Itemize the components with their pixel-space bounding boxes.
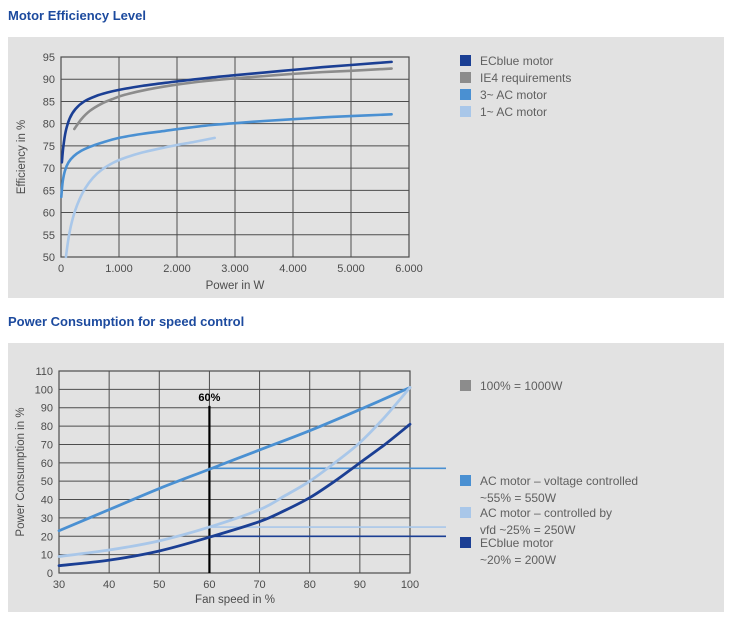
plot-border [60, 56, 410, 258]
legend-item-100-percent: 100% = 1000W [460, 378, 562, 395]
series-curve [59, 113, 393, 199]
y-tick-label: 55 [43, 230, 55, 242]
legend-swatch-icon [460, 380, 471, 391]
legend-swatch-icon [460, 507, 471, 518]
y-tick-label: 70 [41, 439, 53, 451]
chart1-panel: 0 1.000 2.000 3.000 4.000 5.000 6.000 50 55 60 65 7… [8, 37, 724, 298]
legend-swatch-icon [460, 475, 471, 486]
y-tick-label: 40 [41, 495, 53, 507]
legend-label: AC motor – controlled by [480, 506, 613, 520]
x-tick-label: 4.000 [279, 263, 307, 275]
y-tick-label: 50 [43, 252, 55, 264]
y-tick-label: 85 [43, 96, 55, 108]
legend-swatch-icon [460, 72, 471, 83]
x-tick-label: 2.000 [163, 263, 191, 275]
legend-swatch-icon [460, 89, 471, 100]
legend-item-1ac-motor: 1~ AC motor [460, 104, 571, 119]
x-tick-label: 3.000 [221, 263, 249, 275]
chart1-title: Motor Efficiency Level [8, 8, 146, 23]
legend-sublabel: ~20% = 200W [480, 553, 557, 567]
legend-item-ecblue-motor: ECblue motor [460, 53, 571, 68]
x-tick-label: 80 [304, 579, 316, 591]
legend-label: 1~ AC motor [480, 104, 548, 119]
series-curve [57, 422, 412, 568]
y-tick-label: 80 [43, 119, 55, 131]
x-tick-label: 0 [58, 263, 64, 275]
x-tick-label: 30 [53, 579, 65, 591]
x-tick-label: 60 [203, 579, 215, 591]
legend-item-ac-vfd-controlled: AC motor – controlled by vfd ~25% = 250W [460, 505, 612, 539]
y-tick-label: 30 [41, 513, 53, 525]
y-tick-label: 60 [41, 458, 53, 470]
x-tick-label: 70 [253, 579, 265, 591]
y-tick-label: 90 [43, 74, 55, 86]
y-tick-label: 65 [43, 185, 55, 197]
legend-sublabel: ~55% = 550W [480, 491, 557, 505]
y-tick-label: 95 [43, 52, 55, 64]
legend-swatch-icon [460, 55, 471, 66]
y-tick-label: 0 [47, 568, 53, 580]
series-curve [73, 67, 393, 131]
legend-item-ac-voltage-controlled: AC motor – voltage controlled ~55% = 550… [460, 473, 638, 507]
chart1-legend: ECblue motor IE4 requirements 3~ AC moto… [460, 53, 572, 119]
legend-sublabel: vfd ~25% = 250W [480, 523, 576, 537]
chart1-x-axis-label: Power in W [205, 280, 265, 292]
x-tick-label: 50 [153, 579, 165, 591]
x-tick-label: 6.000 [395, 263, 423, 275]
series-curve [57, 386, 412, 558]
y-tick-label: 100 [35, 384, 53, 396]
y-tick-label: 20 [41, 531, 53, 543]
chart2-title: Power Consumption for speed control [8, 314, 245, 329]
chart1-y-axis-label: Efficiency in % [16, 119, 28, 195]
y-tick-label: 90 [41, 403, 53, 415]
chart2-plot: 30 40 50 60 70 80 90 100 0 10 20 30 40 50 60 70 80 90 100 1… [35, 366, 446, 591]
x-tick-label: 100 [401, 579, 419, 591]
legend-label: AC motor – voltage controlled [480, 474, 639, 488]
legend-swatch-icon [460, 537, 471, 548]
x-tick-label: 90 [354, 579, 366, 591]
legend-item-ecblue-motor: ECblue motor ~20% = 200W [460, 535, 556, 569]
series-curve [60, 60, 393, 164]
legend-item-ie4-requirements: IE4 requirements [460, 70, 572, 85]
series-curve [64, 136, 216, 259]
chart2-y-axis-label: Power Consumption in % [15, 407, 27, 537]
series-curve [57, 386, 412, 533]
legend-item-3ac-motor: 3~ AC motor [460, 87, 571, 102]
y-tick-label: 110 [35, 366, 53, 378]
y-tick-label: 10 [41, 550, 53, 562]
y-tick-label: 70 [43, 163, 55, 175]
x-tick-label: 40 [103, 579, 115, 591]
chart2-panel: 30 40 50 60 70 80 90 100 0 10 20 30 40 50 60 70 80 90 100 1… [8, 343, 724, 612]
legend-label: IE4 requirements [480, 70, 572, 85]
plot-border [58, 370, 411, 574]
legend-label: 100% = 1000W [480, 379, 563, 393]
legend-swatch-icon [460, 106, 471, 117]
y-tick-label: 80 [41, 421, 53, 433]
x-tick-label: 1.000 [105, 263, 133, 275]
legend-label: ECblue motor [480, 53, 554, 68]
chart1-plot: 0 1.000 2.000 3.000 4.000 5.000 6.000 50 55 60 65 7… [43, 52, 423, 275]
y-tick-label: 50 [41, 476, 53, 488]
chart2-x-axis-label: Fan speed in % [195, 594, 275, 606]
legend-label: ECblue motor [480, 536, 554, 550]
x-tick-label: 5.000 [337, 263, 365, 275]
y-tick-label: 60 [43, 208, 55, 220]
marker-label-60pct: 60% [198, 392, 220, 404]
legend-label: 3~ AC motor [480, 87, 548, 102]
y-tick-label: 75 [43, 141, 55, 153]
